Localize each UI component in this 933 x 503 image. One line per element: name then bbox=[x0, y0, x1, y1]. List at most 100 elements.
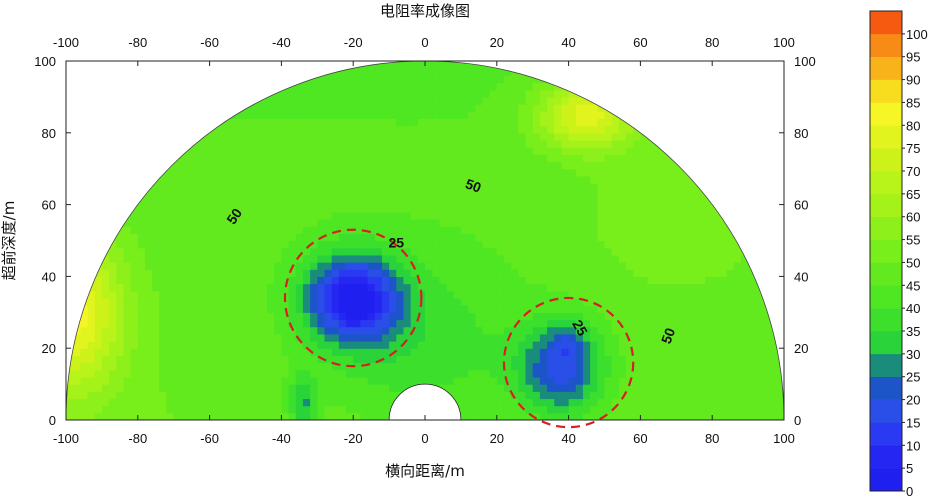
field-cell bbox=[374, 82, 383, 91]
field-cell bbox=[346, 211, 354, 220]
field-cell bbox=[748, 132, 756, 141]
field-cell bbox=[705, 197, 713, 206]
field-cell bbox=[446, 96, 455, 105]
field-cell bbox=[295, 319, 304, 328]
field-cell bbox=[496, 197, 505, 206]
field-cell bbox=[173, 204, 182, 213]
field-cell bbox=[267, 68, 275, 76]
field-cell bbox=[374, 319, 383, 328]
field-cell bbox=[511, 312, 519, 321]
field-cell bbox=[554, 154, 563, 163]
field-cell bbox=[539, 118, 548, 127]
field-cell bbox=[511, 132, 519, 141]
field-cell bbox=[496, 276, 505, 285]
field-cell bbox=[116, 125, 125, 134]
field-cell bbox=[152, 341, 160, 349]
field-cell bbox=[216, 61, 225, 69]
field-cell bbox=[618, 290, 627, 299]
field-cell bbox=[539, 190, 548, 199]
field-cell bbox=[274, 118, 282, 127]
field-cell bbox=[367, 68, 376, 76]
field-cell bbox=[582, 240, 591, 249]
field-cell bbox=[180, 118, 189, 127]
field-cell bbox=[188, 398, 196, 407]
field-cell bbox=[173, 297, 182, 306]
field-cell bbox=[180, 376, 189, 385]
field-cell bbox=[611, 290, 620, 299]
field-cell bbox=[633, 190, 641, 199]
field-cell bbox=[231, 154, 239, 163]
field-cell bbox=[367, 348, 376, 356]
field-cell bbox=[453, 240, 462, 249]
field-cell bbox=[252, 197, 261, 206]
field-cell bbox=[482, 376, 491, 385]
field-cell bbox=[425, 118, 433, 127]
field-cell bbox=[453, 96, 462, 105]
field-cell bbox=[755, 118, 764, 127]
field-cell bbox=[374, 247, 383, 256]
field-cell bbox=[87, 89, 96, 98]
field-cell bbox=[109, 247, 117, 256]
field-cell bbox=[669, 147, 677, 155]
field-cell bbox=[468, 384, 476, 392]
field-cell bbox=[769, 96, 778, 105]
field-cell bbox=[748, 161, 756, 170]
field-cell bbox=[769, 333, 778, 342]
field-cell bbox=[295, 190, 304, 199]
field-cell bbox=[317, 369, 326, 378]
field-cell bbox=[525, 326, 534, 335]
field-cell bbox=[367, 168, 376, 177]
field-cell bbox=[259, 132, 268, 141]
field-cell bbox=[633, 197, 641, 206]
field-cell bbox=[468, 312, 476, 321]
field-cell bbox=[532, 348, 541, 356]
field-cell bbox=[389, 139, 397, 148]
field-cell bbox=[561, 139, 570, 148]
field-cell bbox=[633, 391, 641, 400]
field-cell bbox=[137, 75, 146, 84]
field-cell bbox=[453, 104, 462, 112]
field-cell bbox=[496, 139, 505, 148]
field-cell bbox=[195, 391, 204, 400]
field-cell bbox=[417, 226, 426, 234]
field-cell bbox=[626, 247, 634, 256]
field-cell bbox=[94, 319, 103, 328]
field-cell bbox=[80, 75, 89, 84]
field-cell bbox=[626, 125, 634, 134]
field-cell bbox=[281, 139, 290, 148]
field-cell bbox=[640, 262, 649, 270]
field-cell bbox=[144, 104, 153, 112]
field-cell bbox=[245, 326, 254, 335]
field-cell bbox=[231, 183, 239, 191]
field-cell bbox=[245, 312, 254, 321]
field-cell bbox=[568, 111, 577, 120]
field-cell bbox=[669, 333, 677, 342]
field-cell bbox=[331, 333, 340, 342]
field-cell bbox=[705, 312, 713, 321]
field-cell bbox=[159, 139, 168, 148]
field-cell bbox=[166, 190, 175, 199]
field-cell bbox=[252, 161, 261, 170]
field-cell bbox=[740, 168, 749, 177]
field-cell bbox=[209, 247, 218, 256]
field-cell bbox=[231, 175, 239, 184]
field-cell bbox=[690, 125, 699, 134]
field-cell bbox=[123, 341, 132, 349]
field-cell bbox=[489, 290, 498, 299]
field-cell bbox=[410, 312, 419, 321]
field-cell bbox=[231, 348, 239, 356]
field-cell bbox=[152, 139, 160, 148]
field-cell bbox=[554, 369, 563, 378]
field-cell bbox=[547, 104, 555, 112]
field-cell bbox=[353, 355, 361, 364]
field-cell bbox=[654, 376, 663, 385]
field-cell bbox=[367, 326, 376, 335]
field-cell bbox=[109, 333, 117, 342]
field-cell bbox=[525, 139, 534, 148]
field-cell bbox=[130, 376, 139, 385]
field-cell bbox=[338, 168, 347, 177]
field-cell bbox=[712, 312, 720, 321]
field-cell bbox=[582, 68, 591, 76]
field-cell bbox=[288, 226, 297, 234]
field-cell bbox=[762, 240, 771, 249]
